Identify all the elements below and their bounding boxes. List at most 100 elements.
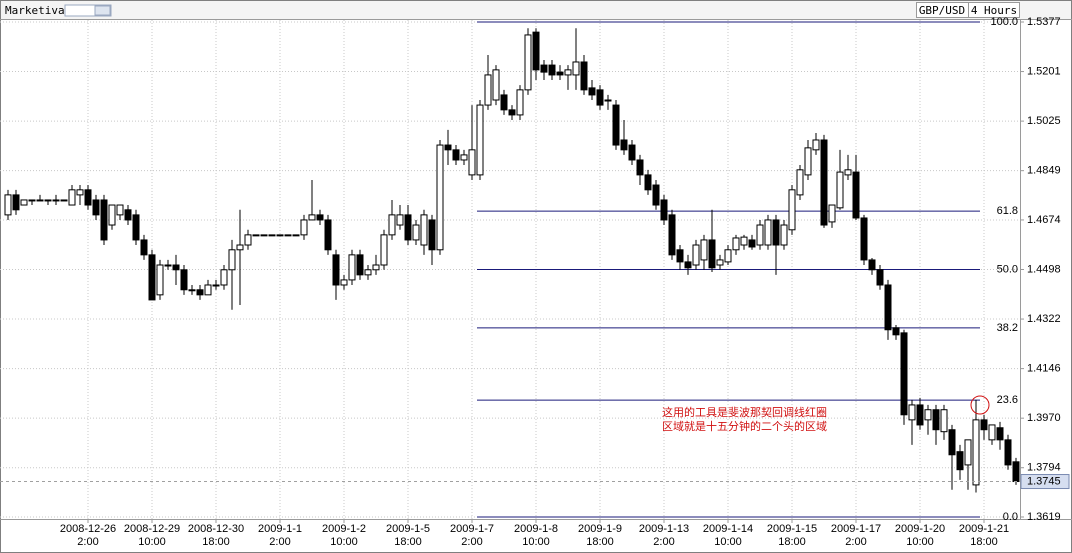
candle-body (156, 264, 164, 296)
candle-body (148, 254, 156, 301)
y-tick-label: 1.3619 (1027, 511, 1061, 523)
candle-body (44, 199, 52, 202)
y-tick-label: 1.5025 (1027, 115, 1061, 127)
candle-body (940, 409, 948, 433)
candle-body (420, 214, 428, 246)
candle-body (716, 259, 724, 266)
candle-body (804, 147, 812, 176)
candle-body (540, 64, 548, 73)
y-tick-label: 1.4146 (1027, 363, 1061, 375)
candle-body (108, 204, 116, 226)
symbol: GBP/USD (919, 4, 965, 17)
candle-body (652, 184, 660, 206)
y-tick-label: 1.4498 (1027, 263, 1061, 275)
x-tick-label: 18:00 (778, 536, 806, 548)
candle-body (476, 104, 484, 176)
x-tick-label: 2:00 (269, 536, 290, 548)
candle-body (708, 239, 716, 269)
candle-body (860, 217, 868, 261)
candle-body (300, 219, 308, 236)
candle-body (484, 74, 492, 106)
timeframe: 4 Hours (971, 4, 1017, 17)
candle-body (676, 249, 684, 263)
candle-body (764, 219, 772, 246)
fib-label: 100.0 (990, 16, 1018, 28)
candle-body (828, 204, 836, 223)
candle-body (396, 214, 404, 226)
candle-body (628, 144, 636, 161)
candle-body (236, 244, 244, 251)
candle-body (356, 254, 364, 276)
candle-body (500, 94, 508, 111)
candle-body (524, 34, 532, 91)
candle-body (228, 249, 236, 271)
candle-body (220, 269, 228, 286)
candle-body (564, 69, 572, 76)
candle-body (284, 234, 292, 237)
candle-body (196, 289, 204, 296)
candle-body (588, 87, 596, 96)
fib-label: 50.0 (997, 263, 1018, 275)
x-tick-label: 18:00 (586, 536, 614, 548)
candle-body (316, 214, 324, 221)
candle-body (132, 214, 140, 241)
candle-body (140, 239, 148, 256)
y-tick-label: 1.4849 (1027, 165, 1061, 177)
candle-body (100, 199, 108, 241)
search-box[interactable] (64, 4, 112, 17)
candle-body (468, 149, 476, 176)
candle-body (492, 69, 500, 101)
candle-body (428, 219, 436, 251)
candle-body (980, 419, 988, 431)
x-tick-label: 2009-1-9 (578, 523, 622, 535)
candle-body (324, 219, 332, 251)
x-tick-label: 2009-1-5 (386, 523, 430, 535)
y-tick-label: 1.3794 (1027, 462, 1061, 474)
x-tick-label: 2009-1-17 (831, 523, 881, 535)
candle-body (452, 149, 460, 161)
candle-body (964, 439, 972, 466)
candle-body (948, 429, 956, 456)
candle-body (836, 171, 844, 209)
candle-body (772, 219, 780, 246)
candle-body (180, 269, 188, 291)
candle-body (260, 234, 268, 237)
candle-body (924, 409, 932, 421)
candle-body (684, 261, 692, 269)
candle-body (444, 144, 452, 151)
candle-body (60, 199, 68, 202)
x-tick-label: 2:00 (461, 536, 482, 548)
timeframe-box[interactable] (968, 2, 1020, 18)
candle-body (636, 159, 644, 176)
candle-body (612, 104, 620, 146)
candle-body (164, 264, 172, 267)
candle-body (580, 61, 588, 91)
x-tick-label: 2009-1-7 (450, 523, 494, 535)
candle-body (796, 169, 804, 196)
candle-body (308, 214, 316, 221)
x-tick-label: 2009-1-15 (767, 523, 817, 535)
dropdown-button[interactable] (94, 5, 111, 16)
candle-body (12, 194, 20, 211)
candle-body (820, 139, 828, 226)
candle-body (212, 284, 220, 287)
x-tick-label: 18:00 (202, 536, 230, 548)
x-tick-label: 10:00 (522, 536, 550, 548)
candle-body (508, 109, 516, 116)
candle-body (276, 234, 284, 237)
candle-body (868, 259, 876, 271)
candle-body (244, 234, 252, 246)
candle-body (748, 239, 756, 248)
x-tick-label: 2:00 (845, 536, 866, 548)
candle-body (556, 71, 564, 76)
x-tick-label: 2:00 (653, 536, 674, 548)
candle-body (780, 224, 788, 246)
candle-body (732, 237, 740, 251)
candle-body (188, 289, 196, 292)
candle-body (388, 214, 396, 236)
candle-body (644, 174, 652, 191)
candle-body (572, 61, 580, 76)
candle-body (660, 199, 668, 221)
y-tick-label: 1.5377 (1027, 16, 1061, 28)
